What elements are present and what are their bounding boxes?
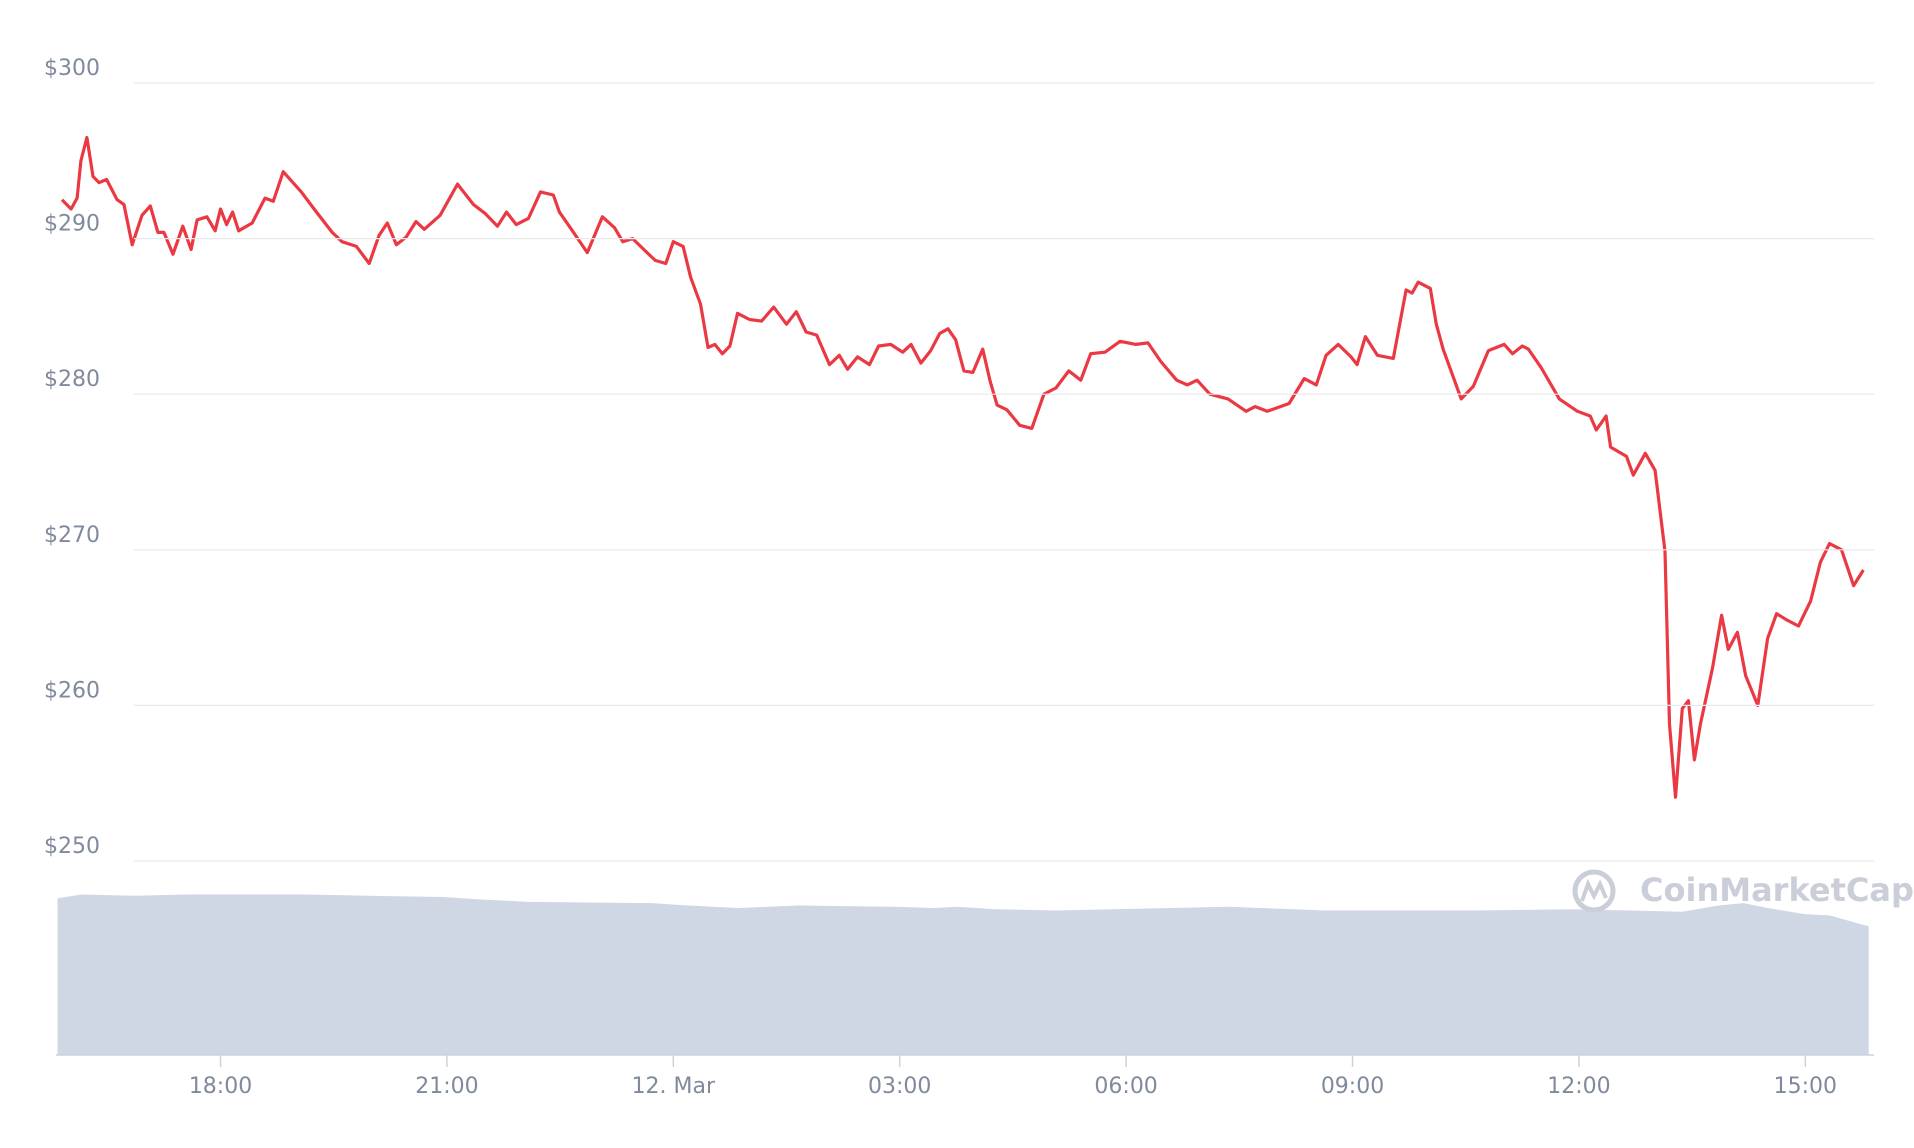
- y-tick-label: $300: [44, 56, 100, 81]
- x-tick-label: 15:00: [1774, 1074, 1837, 1099]
- y-tick-label: $270: [44, 523, 100, 548]
- price-line: [60, 135, 1865, 799]
- plot: $250 $260 $270 $280 $290 $300 18:00 21:00 12. Ma…: [44, 56, 1874, 1099]
- y-tick-label: $260: [44, 678, 100, 703]
- x-tick-label: 12. Mar: [632, 1074, 716, 1099]
- x-tick-label: 03:00: [868, 1074, 931, 1099]
- y-tick-label: $250: [44, 834, 100, 859]
- x-tick-label: 09:00: [1321, 1074, 1384, 1099]
- volume-area: [57, 894, 1869, 1055]
- x-tick-label: 12:00: [1547, 1074, 1610, 1099]
- x-tick-label: 06:00: [1094, 1074, 1157, 1099]
- x-tick-label: 18:00: [189, 1074, 252, 1099]
- x-tick-label: 21:00: [415, 1074, 478, 1099]
- y-tick-label: $290: [44, 212, 100, 237]
- y-tick-label: $280: [44, 367, 100, 392]
- watermark: CoinMarketCap: [1640, 871, 1914, 909]
- watermark-logo: [1572, 869, 1616, 913]
